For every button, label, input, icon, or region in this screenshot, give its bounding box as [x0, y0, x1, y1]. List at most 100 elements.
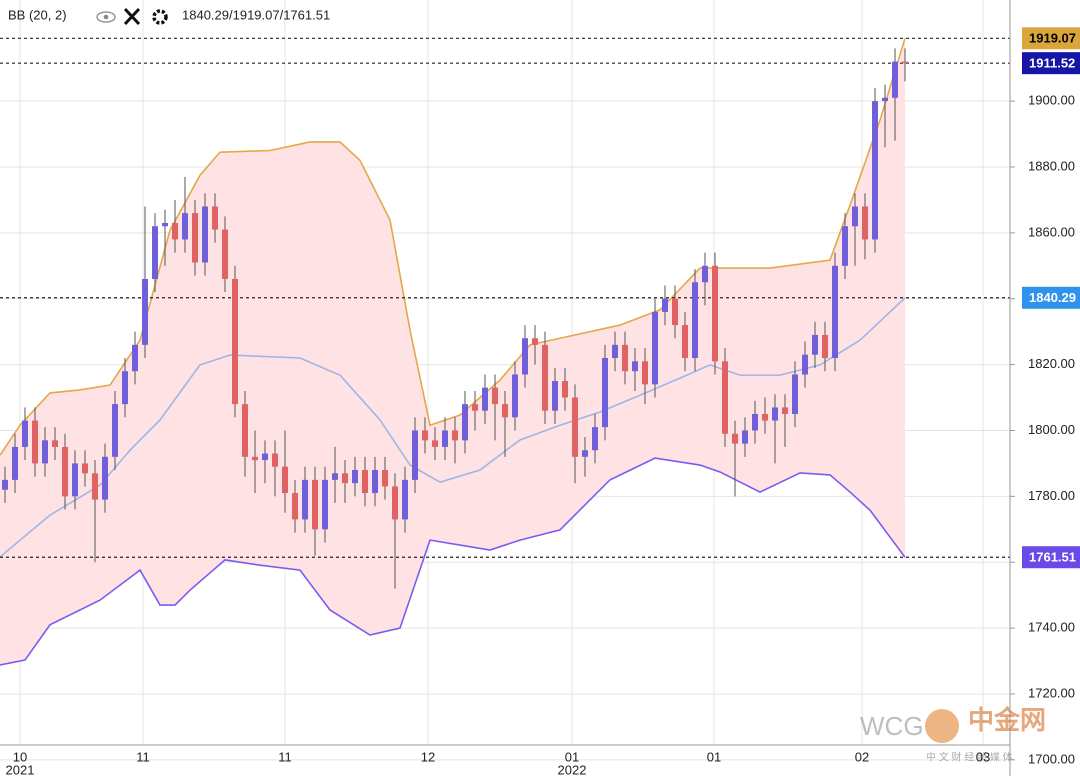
candle-body — [352, 469, 358, 484]
candle-body — [12, 446, 18, 480]
candle-body — [422, 430, 428, 441]
candle-body — [202, 206, 208, 263]
candle-body — [792, 374, 798, 414]
candle-body — [182, 213, 188, 240]
candle-body — [42, 440, 48, 464]
candle-body — [782, 407, 788, 414]
eye-icon[interactable] — [96, 11, 116, 23]
candle-body — [852, 206, 858, 227]
candle-body — [582, 450, 588, 457]
price-tag — [1022, 286, 1080, 309]
candle-body — [732, 433, 738, 444]
candle-body — [492, 387, 498, 405]
candle-body — [62, 446, 68, 497]
candle-body — [652, 311, 658, 385]
candle-body — [862, 206, 868, 240]
remove-icon[interactable] — [123, 7, 141, 26]
watermark-text: 中金网 — [968, 705, 1046, 735]
candle-body — [212, 206, 218, 230]
x-tick-label: 10 — [13, 749, 27, 764]
candle-body — [572, 397, 578, 457]
candle-body — [52, 440, 58, 447]
candle-body — [832, 265, 838, 359]
candle-body — [382, 469, 388, 487]
candle-body — [602, 358, 608, 428]
band-fill — [0, 38, 905, 665]
candle-body — [392, 486, 398, 520]
candle-body — [142, 278, 148, 345]
x-year-label: 2021 — [6, 762, 35, 776]
watermark-text: WCG — [860, 711, 924, 741]
y-tick-label: 1700.00 — [1028, 751, 1075, 766]
candle-body — [802, 354, 808, 375]
candle-body — [402, 479, 408, 520]
candle-body — [632, 361, 638, 372]
candle-body — [112, 404, 118, 457]
candle-body — [542, 344, 548, 411]
header: BB (20, 2) 1840.29/1919.07/1761.51 — [8, 7, 330, 26]
candle-body — [522, 338, 528, 375]
candle-body — [822, 334, 828, 359]
candle-body — [92, 473, 98, 500]
candle-body — [752, 413, 758, 431]
candle-body — [272, 453, 278, 467]
candle-body — [772, 407, 778, 421]
candle-body — [812, 334, 818, 355]
y-tick-label: 1880.00 — [1028, 158, 1075, 173]
candle-body — [412, 430, 418, 480]
candle-body — [742, 430, 748, 444]
candle-body — [292, 493, 298, 520]
candle-body — [2, 479, 8, 490]
price-tag — [1022, 27, 1080, 50]
candle-body — [612, 344, 618, 359]
candle-body — [372, 469, 378, 494]
candle-body — [882, 97, 888, 102]
candle-body — [82, 463, 88, 474]
x-tick-label: 12 — [421, 749, 435, 764]
x-tick-label: 02 — [855, 749, 869, 764]
candle-body — [172, 222, 178, 240]
candle-body — [702, 265, 708, 283]
y-tick-label: 1720.00 — [1028, 685, 1075, 700]
x-tick-label: 01 — [565, 749, 579, 764]
candle-body — [472, 404, 478, 411]
watermark: WCG 中金网 中 文 财 经 新 媒 体 — [860, 705, 1046, 764]
candle-body — [32, 420, 38, 464]
candle-body — [462, 404, 468, 441]
candle-body — [192, 213, 198, 263]
candle-body — [552, 381, 558, 411]
candle-body — [722, 361, 728, 434]
x-tick-label: 11 — [136, 749, 150, 764]
candle-body — [22, 420, 28, 447]
watermark-logo — [925, 709, 959, 743]
indicator-name: BB (20, 2) — [8, 7, 67, 22]
band-line — [0, 297, 906, 558]
candle-body — [122, 371, 128, 405]
candle-body — [452, 430, 458, 441]
candle-body — [442, 430, 448, 447]
candle-body — [592, 427, 598, 451]
x-tick-label: 01 — [707, 749, 721, 764]
candle-body — [232, 278, 238, 405]
candle-body — [872, 101, 878, 240]
candle-body — [252, 456, 258, 461]
price-tag — [1022, 546, 1080, 569]
indicator-values: 1840.29/1919.07/1761.51 — [182, 7, 330, 22]
candle-body — [432, 440, 438, 447]
settings-icon[interactable] — [152, 9, 168, 25]
candle-body — [642, 361, 648, 385]
price-tag — [1022, 52, 1080, 75]
candle-body — [302, 479, 308, 520]
band-line — [0, 457, 906, 666]
candle-body — [132, 344, 138, 372]
candle-body — [72, 463, 78, 497]
candle-body — [482, 387, 488, 411]
y-tick-label: 1900.00 — [1028, 93, 1075, 108]
candle-body — [222, 229, 228, 279]
candle-body — [282, 466, 288, 494]
price-tag-label: 1919.07 — [1029, 31, 1076, 46]
candle-body — [562, 381, 568, 398]
y-tick-label: 1860.00 — [1028, 224, 1075, 239]
y-tick-label: 1820.00 — [1028, 356, 1075, 371]
